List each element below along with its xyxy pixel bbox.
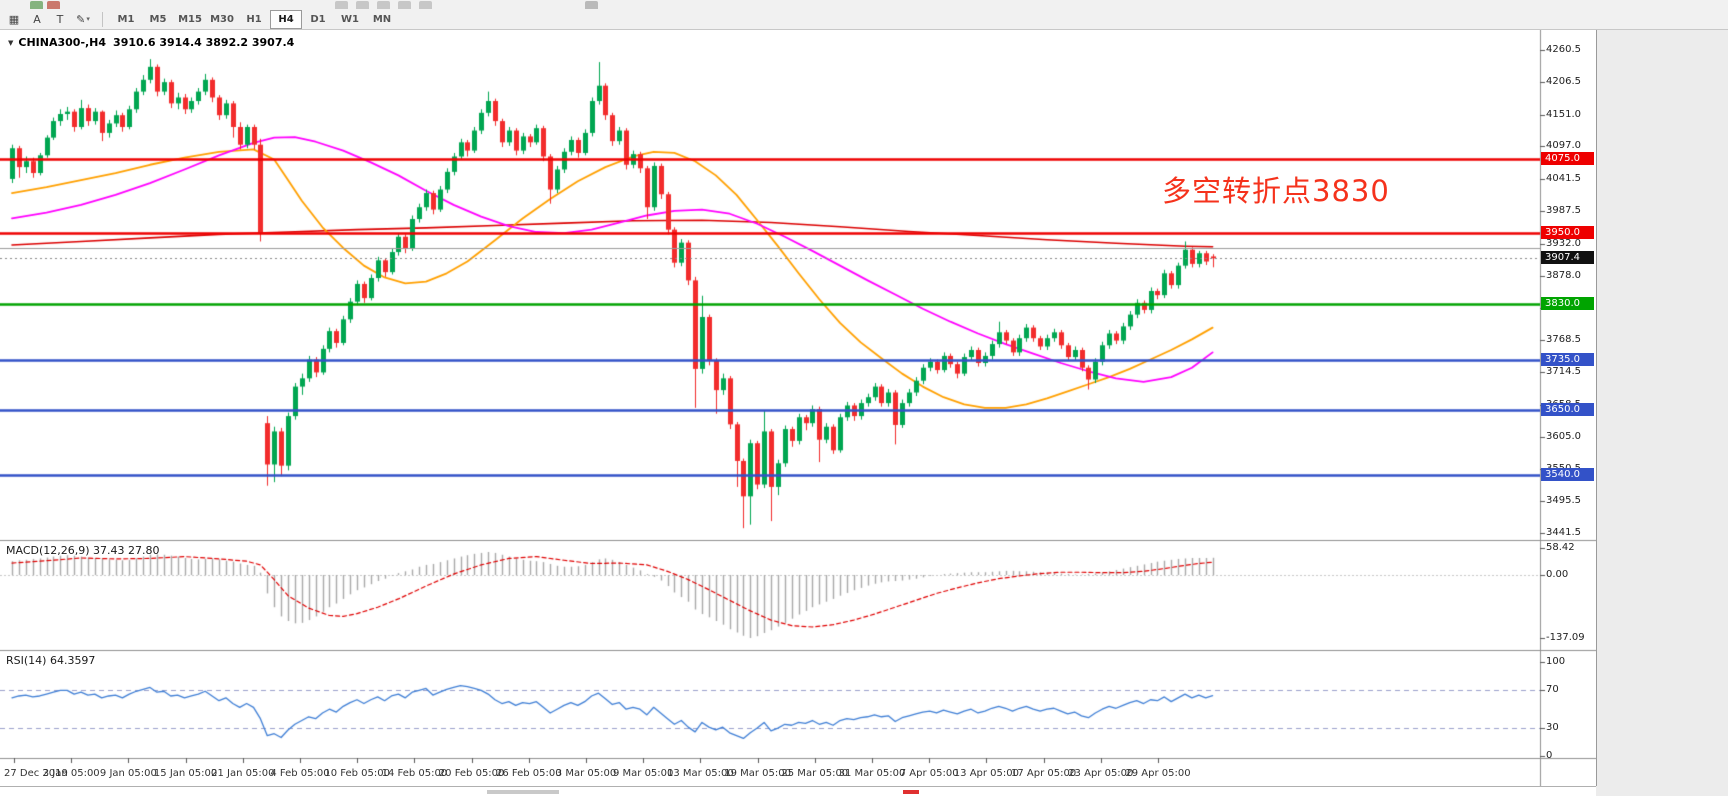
annotate-a-button[interactable]: A (33, 12, 41, 26)
toolbar-icon-fragment[interactable] (377, 1, 390, 9)
timeframe-button-h4[interactable]: H4 (270, 9, 302, 29)
dropdown-caret-icon: ▾ (86, 15, 90, 23)
toolbar-icon-fragment[interactable] (335, 1, 348, 9)
toolbar: ▦ A T ✎ ▾ M1 M5 M15 M30 H1 H4 D1 W1 MN (0, 0, 1728, 30)
timeframe-button-m15[interactable]: M15 (178, 13, 202, 25)
text-tool-button[interactable]: T (56, 12, 64, 26)
toolbar-top-strip (0, 0, 1728, 9)
chart-icon-fragment[interactable] (30, 1, 43, 9)
timeframe-button-m5[interactable]: M5 (149, 13, 167, 25)
pane-separator-macd[interactable] (0, 538, 1596, 544)
chart-canvas[interactable] (0, 30, 1596, 786)
cursor-tool-button[interactable]: ▦ (8, 12, 20, 26)
timeframe-button-h1[interactable]: H1 (246, 13, 262, 25)
chart-window (0, 30, 1597, 786)
timeframe-button-m30[interactable]: M30 (210, 13, 234, 25)
timeframe-button-m1[interactable]: M1 (117, 13, 135, 25)
toolbar-icon-fragment[interactable] (585, 1, 598, 9)
status-bar-partial (0, 786, 1596, 796)
toolbar-icon-fragment[interactable] (356, 1, 369, 9)
toolbar-icon-fragment[interactable] (398, 1, 411, 9)
toolbar-icon-fragment[interactable] (419, 1, 432, 9)
order-icon-fragment[interactable] (47, 1, 60, 9)
pane-separator-rsi[interactable] (0, 648, 1596, 654)
tool-buttons: ▦ A T ✎ ▾ (3, 11, 95, 28)
draw-tool-button[interactable]: ✎ ▾ (76, 12, 90, 26)
timeframe-button-mn[interactable]: MN (372, 13, 392, 25)
status-mark (487, 790, 559, 794)
timeframe-buttons: M1 M5 M15 M30 H1 H4 D1 W1 MN (110, 9, 398, 29)
timeframe-button-w1[interactable]: W1 (341, 13, 359, 25)
toolbar-separator (102, 11, 103, 27)
status-mark (903, 790, 919, 794)
timeframe-button-d1[interactable]: D1 (310, 13, 326, 25)
